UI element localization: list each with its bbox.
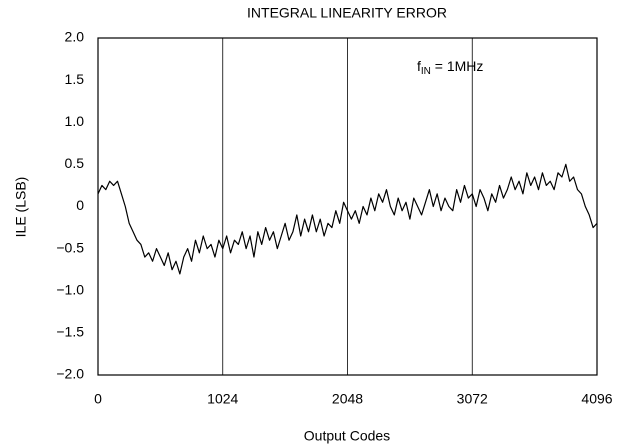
x-tick-label: 1024 [207,391,238,407]
annotation: fIN = 1MHz [417,58,483,77]
annotation-rest: = 1MHz [431,58,484,74]
x-tick-label: 4096 [581,391,612,407]
y-axis-label: ILE (LSB) [13,177,29,238]
annotation-base: f [417,58,421,74]
x-tick-label: 2048 [332,391,363,407]
x-tick-label: 3072 [457,391,488,407]
x-tick-label: 0 [94,391,102,407]
annotation-sub: IN [421,66,431,77]
y-tick-label: −0.5 [56,239,84,255]
y-tick-label: 0.5 [65,155,85,171]
y-tick-label: −1.0 [56,281,84,297]
y-tick-label: 2.0 [65,29,85,45]
data-line [97,163,598,275]
plot-frame [97,37,598,376]
y-tick-label: 1.5 [65,71,85,87]
y-tick-label: −2.0 [56,366,84,382]
y-tick-label: 1.0 [65,113,85,129]
y-tick-label: −1.5 [56,324,84,340]
x-axis-label: Output Codes [304,428,390,444]
y-tick-label: 0 [76,197,84,213]
chart-title: INTEGRAL LINEARITY ERROR [247,5,447,21]
